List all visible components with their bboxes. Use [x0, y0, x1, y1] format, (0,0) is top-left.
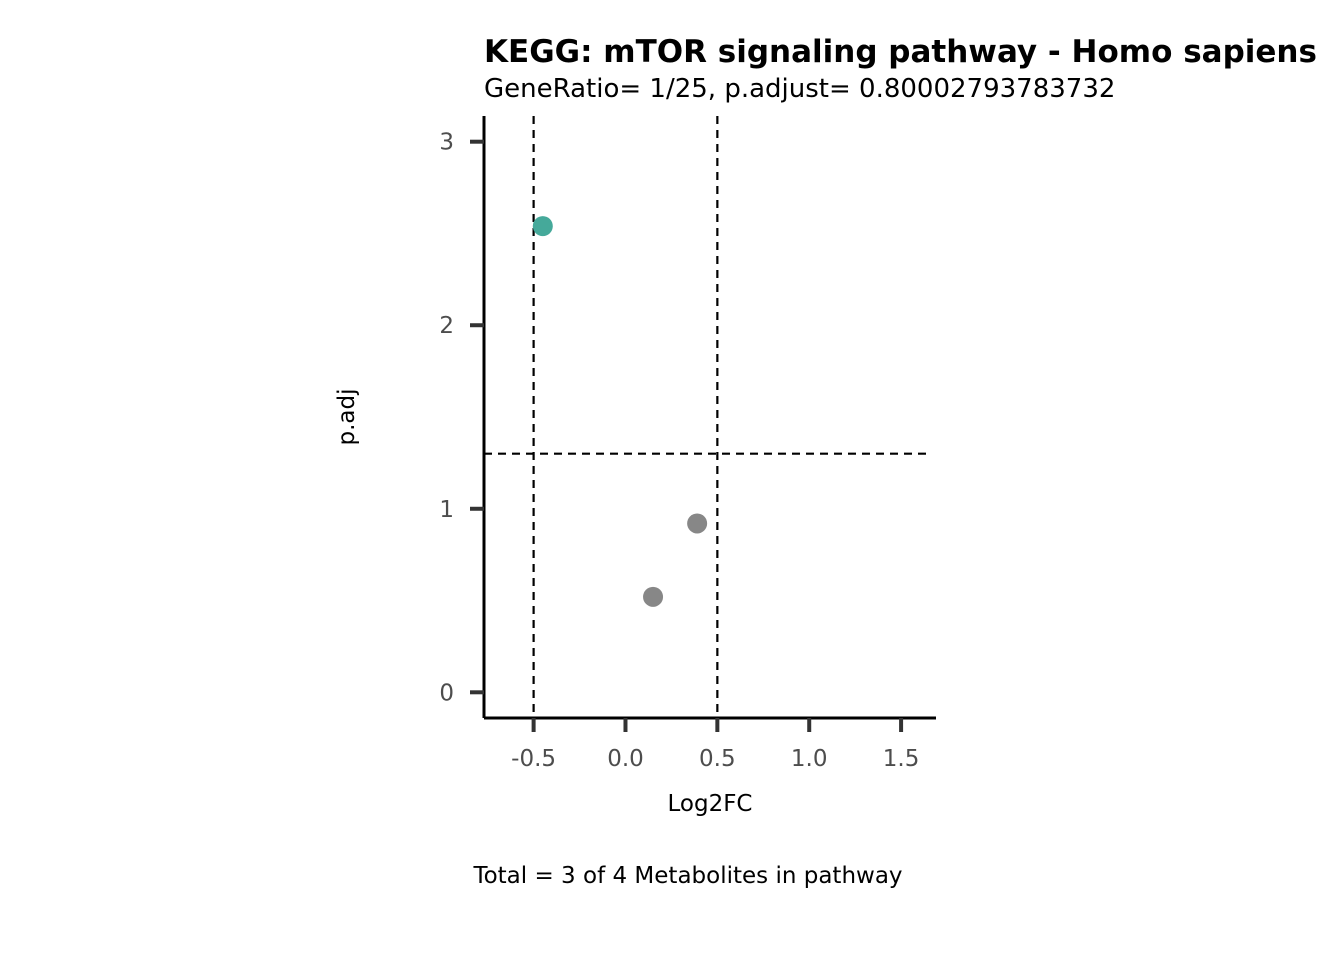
x-tick-label: 1.5	[883, 746, 920, 772]
data-points	[532, 216, 708, 607]
x-tick-label: -0.5	[511, 746, 556, 772]
x-tick-label: 0.5	[699, 746, 736, 772]
x-tick-label: 1.0	[791, 746, 828, 772]
x-axis-ticks: -0.5 0.0 0.5 1.0 1.5	[511, 718, 919, 772]
data-point	[687, 513, 708, 534]
y-tick-label: 2	[439, 313, 454, 339]
x-axis-title: Log2FC	[667, 791, 752, 817]
chart-subtitle: GeneRatio= 1/25, p.adjust= 0.80002793783…	[484, 74, 1115, 104]
chart-title: KEGG: mTOR signaling pathway - Homo sapi…	[484, 34, 1317, 70]
y-tick-label: 3	[439, 130, 454, 156]
x-tick-label: 0.0	[607, 746, 644, 772]
y-axis-title: p.adj	[334, 389, 360, 446]
y-axis-ticks: 0 1 2 3	[439, 130, 484, 706]
data-point	[532, 216, 553, 237]
y-tick-label: 1	[439, 497, 454, 523]
data-point	[643, 586, 664, 607]
y-tick-label: 0	[439, 680, 454, 706]
reference-lines	[484, 116, 930, 718]
chart-caption: Total = 3 of 4 Metabolites in pathway	[472, 863, 902, 889]
